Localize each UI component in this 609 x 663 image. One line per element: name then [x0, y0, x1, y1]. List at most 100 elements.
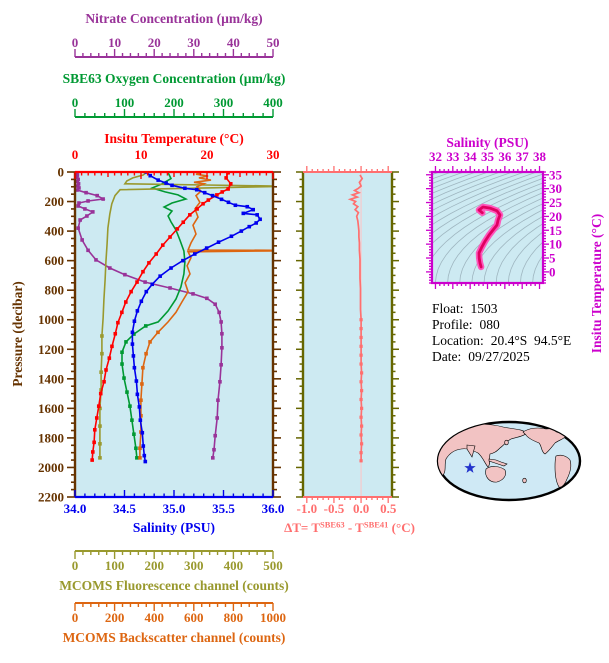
temp-diff-plot-area — [303, 172, 392, 497]
series-temperature-profile-marker — [206, 198, 211, 202]
series-salinity-profile-marker — [130, 342, 135, 346]
series-delta-t-marker — [359, 335, 363, 340]
isopycnal-contour — [432, 172, 489, 194]
series-salinity-profile-marker — [170, 183, 174, 188]
series-salinity-profile-marker — [158, 274, 162, 278]
series-salinity-profile-marker — [135, 392, 140, 397]
series-delta-t-marker — [360, 424, 364, 428]
series-salinity-profile-marker — [181, 258, 185, 263]
backscatter-tick-label: 200 — [105, 610, 125, 625]
nitrate-tick-label: 50 — [267, 35, 280, 50]
oxygen-tick-label: 400 — [263, 95, 283, 110]
nitrate-tick-label: 40 — [227, 35, 240, 50]
ts-salinity-axis-title: Salinity (PSU) — [446, 135, 528, 150]
isopycnal-contour — [495, 223, 543, 283]
temperature-tick-label: 20 — [201, 147, 214, 162]
land-eurasia-africa — [438, 423, 528, 477]
series-nitrate-profile-marker — [77, 201, 81, 205]
series-nitrate-profile-marker — [76, 204, 80, 208]
series-oxygen-profile-marker — [143, 324, 148, 328]
series-temperature-profile-marker — [201, 201, 205, 206]
series-nitrate-profile-marker — [123, 272, 127, 277]
series-salinity-profile-marker — [239, 229, 244, 233]
series-backscatter-profile-marker — [139, 413, 143, 418]
series-nitrate-profile-marker — [220, 345, 224, 350]
series-temperature-profile-marker — [93, 427, 97, 432]
series-salinity-profile-marker — [194, 187, 199, 192]
series-salinity-profile-marker — [131, 354, 136, 358]
series-salinity-profile-marker — [169, 266, 173, 270]
profile-curves — [75, 172, 273, 464]
pressure-tick-label: 800 — [45, 283, 65, 298]
series-delta-t-marker — [359, 344, 363, 348]
series-nitrate-profile-marker — [91, 210, 95, 214]
nitrate-tick-label: 10 — [108, 35, 121, 50]
series-salinity-profile-marker — [245, 204, 250, 209]
float-id-line: Float: 1503 — [432, 301, 571, 317]
location-label: Location: — [432, 333, 484, 348]
delta-t-tick-label: 0.5 — [380, 501, 397, 516]
series-salinity-profile-marker — [183, 186, 187, 191]
pressure-tick-label: 200 — [45, 194, 65, 209]
ts-salinity-tick-label: 32 — [429, 149, 442, 164]
temperature-tick-label: 10 — [135, 147, 148, 162]
series-nitrate-profile-marker — [213, 433, 217, 438]
series-salinity-profile-marker — [164, 181, 168, 185]
series-salinity-profile-marker — [229, 234, 234, 239]
pressure-tick-label: 2200 — [38, 490, 64, 505]
series-salinity-profile-marker — [140, 430, 145, 435]
series-temperature-profile-marker — [113, 331, 118, 336]
profile-line: Profile: 080 — [432, 317, 571, 333]
isopycnal-contour — [432, 177, 543, 234]
backscatter-tick-label: 0 — [72, 610, 79, 625]
series-nitrate-profile-marker — [213, 302, 217, 307]
isopycnal-contour — [471, 209, 543, 283]
temperature-axis-title: Insitu Temperature (°C) — [104, 131, 243, 146]
series-temperature-profile-marker — [195, 207, 199, 211]
delta-t-axis-title: ΔT= TSBE63 - TSBE41 (°C) — [284, 520, 415, 536]
series-oxygen-profile-marker — [134, 446, 138, 451]
oxygen-tick-label: 0 — [72, 95, 79, 110]
series-temperature-profile-marker — [147, 261, 151, 265]
series-nitrate-profile-marker — [75, 179, 80, 184]
series-nitrate-profile-marker — [86, 248, 90, 253]
salinity-axis-title: Salinity (PSU) — [133, 520, 215, 535]
salinity-tick-label: 34.5 — [113, 501, 136, 516]
ts-salinity-tick-label: 38 — [533, 149, 547, 164]
isopycnal-contour — [507, 231, 543, 283]
series-salinity-profile-marker — [216, 240, 221, 244]
series-nitrate-profile-marker — [218, 379, 222, 384]
series-fluorescence-profile-marker — [98, 442, 102, 446]
series-backscatter-profile-marker — [138, 456, 142, 460]
series-temperature-profile-marker — [91, 450, 95, 454]
series-nitrate-profile-marker — [86, 199, 90, 203]
series-salinity-profile-marker — [258, 217, 262, 222]
float-info-panel: Float: 1503 Profile: 080 Location: 20.4°S 9… — [432, 301, 571, 365]
land-japan — [504, 439, 509, 446]
backscatter-axis: 0 200 400 600 800 1000 MCOMS Backscatter chann… — [63, 602, 286, 645]
series-oxygen-profile-line — [121, 172, 189, 458]
ts-temperature-tick-label: 0 — [549, 264, 556, 279]
ts-salinity-tick-label: 35 — [481, 149, 495, 164]
series-nitrate-profile-marker — [75, 188, 79, 192]
ts-temperature-tick-label: 20 — [549, 209, 562, 224]
delta-t-tick-label: 0.0 — [353, 501, 369, 516]
series-nitrate-profile-marker — [83, 207, 87, 211]
series-salinity-profile-marker — [134, 379, 139, 383]
series-salinity-profile-marker — [247, 224, 252, 229]
ts-temperature-tick-label: 15 — [549, 223, 563, 238]
series-nitrate-profile-marker — [219, 320, 223, 324]
temperature-tick-label: 0 — [72, 147, 79, 162]
series-salinity-profile-marker — [233, 203, 238, 208]
delta-t-tick-label: -1.0 — [297, 501, 318, 516]
series-delta-t-marker — [359, 451, 363, 455]
oxygen-tick-label: 300 — [214, 95, 234, 110]
pressure-tick-label: 1600 — [38, 401, 64, 416]
series-backscatter-profile-marker — [148, 340, 152, 344]
oxygen-tick-label: 200 — [164, 95, 184, 110]
series-salinity-profile-marker — [254, 221, 258, 225]
series-delta-t-marker — [360, 371, 364, 375]
backscatter-tick-label: 800 — [224, 610, 244, 625]
fluorescence-axis-title: MCOMS Fluorescence channel (counts) — [59, 578, 289, 593]
